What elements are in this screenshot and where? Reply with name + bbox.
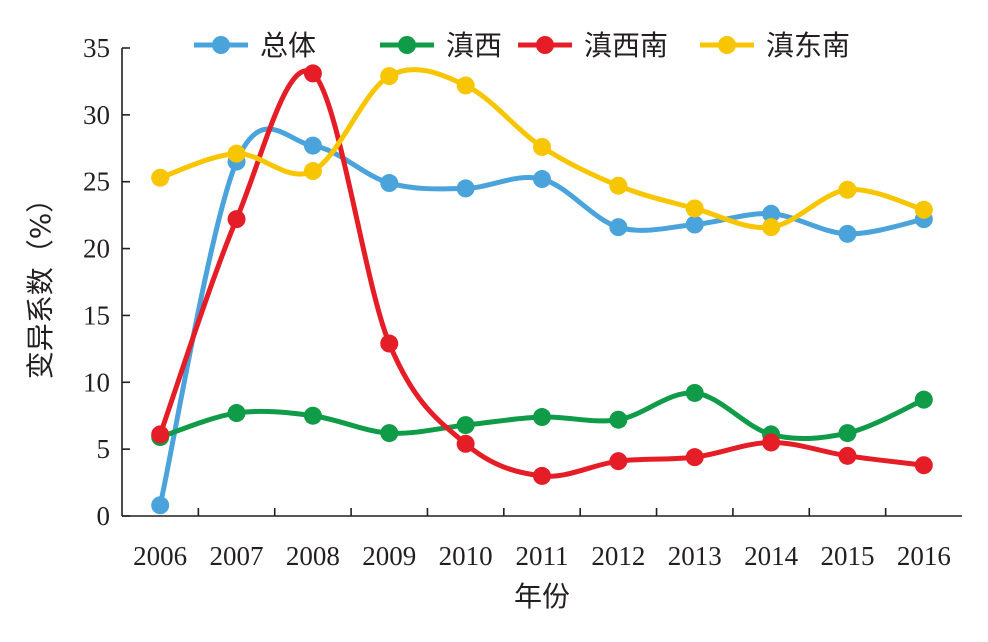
data-point: [380, 174, 399, 193]
y-tick-label: 25: [83, 167, 110, 197]
x-tick-label: 2015: [820, 541, 874, 571]
data-point: [456, 179, 475, 198]
legend-label: 滇西: [446, 29, 502, 62]
x-tick-label: 2012: [591, 541, 645, 571]
data-point: [609, 410, 628, 429]
data-point: [685, 215, 704, 234]
series-layer: [151, 64, 933, 515]
data-point: [303, 162, 322, 181]
data-point: [762, 218, 781, 237]
legend-label: 滇东南: [766, 29, 850, 62]
legend-item: 总体: [194, 29, 316, 62]
data-point: [838, 180, 857, 199]
data-point: [227, 210, 246, 229]
data-point: [151, 425, 170, 444]
x-ticks: 2006 2007 2008 2009 2010 2011 2012 2013 2014 2015…: [133, 508, 951, 571]
data-point: [151, 496, 170, 515]
legend-swatch-marker: [212, 36, 230, 54]
y-tick-label: 35: [83, 33, 110, 63]
series-4: [151, 67, 933, 237]
data-point: [227, 404, 246, 423]
data-point: [838, 224, 857, 243]
y-axis-title: 变异系数（%）: [24, 185, 57, 380]
x-tick-label: 2008: [286, 541, 340, 571]
data-point: [533, 137, 551, 156]
data-point: [533, 466, 551, 485]
y-tick-label: 5: [97, 434, 111, 464]
data-point: [303, 64, 322, 83]
x-tick-label: 2010: [439, 541, 493, 571]
axes: [121, 48, 962, 517]
data-point: [685, 448, 704, 467]
data-point: [685, 199, 704, 218]
data-point: [838, 424, 857, 443]
data-point: [380, 334, 399, 353]
legend-label: 总体: [260, 29, 316, 62]
data-point: [303, 406, 322, 425]
data-point: [762, 204, 781, 223]
data-point: [609, 176, 628, 195]
data-point: [303, 136, 322, 155]
legend-label: 滇西南: [584, 29, 668, 62]
data-point: [151, 168, 170, 187]
data-point: [609, 452, 628, 471]
data-point: [914, 390, 933, 409]
y-tick-label: 0: [97, 501, 111, 531]
legend-swatch-marker: [718, 36, 736, 54]
data-point: [533, 170, 551, 189]
data-point: [456, 76, 475, 95]
x-tick-label: 2009: [362, 541, 416, 571]
legend-item: 滇东南: [700, 29, 850, 62]
data-point: [685, 383, 704, 402]
data-point: [227, 144, 246, 163]
data-point: [380, 424, 399, 443]
y-tick-label: 30: [83, 100, 110, 130]
x-tick-label: 2006: [133, 541, 187, 571]
x-axis-title: 年份: [514, 580, 570, 613]
data-point: [914, 456, 933, 475]
data-point: [456, 434, 475, 453]
legend-item: 滇西南: [518, 29, 668, 62]
y-tick-label: 10: [83, 367, 110, 397]
series-2: [151, 383, 933, 447]
legend-swatch-marker: [536, 36, 554, 54]
y-tick-label: 15: [83, 300, 110, 330]
y-ticks: 0 5 10 15 20 25 30 35: [83, 33, 130, 531]
series-1: [151, 126, 933, 515]
data-point: [533, 408, 551, 427]
data-point: [456, 416, 475, 435]
legend: 总体 滇西 滇西南 滇东南: [194, 29, 850, 62]
legend-swatch-marker: [398, 36, 416, 54]
data-point: [380, 67, 399, 86]
x-tick-label: 2013: [668, 541, 722, 571]
data-point: [609, 218, 628, 237]
series-3: [151, 64, 933, 485]
x-tick-label: 2011: [516, 541, 569, 571]
data-point: [838, 446, 857, 465]
x-tick-label: 2016: [897, 541, 951, 571]
y-tick-label: 20: [83, 234, 110, 264]
data-point: [762, 433, 781, 452]
x-tick-label: 2014: [744, 541, 799, 571]
legend-item: 滇西: [380, 29, 502, 62]
data-point: [914, 200, 933, 219]
x-tick-label: 2007: [210, 541, 264, 571]
